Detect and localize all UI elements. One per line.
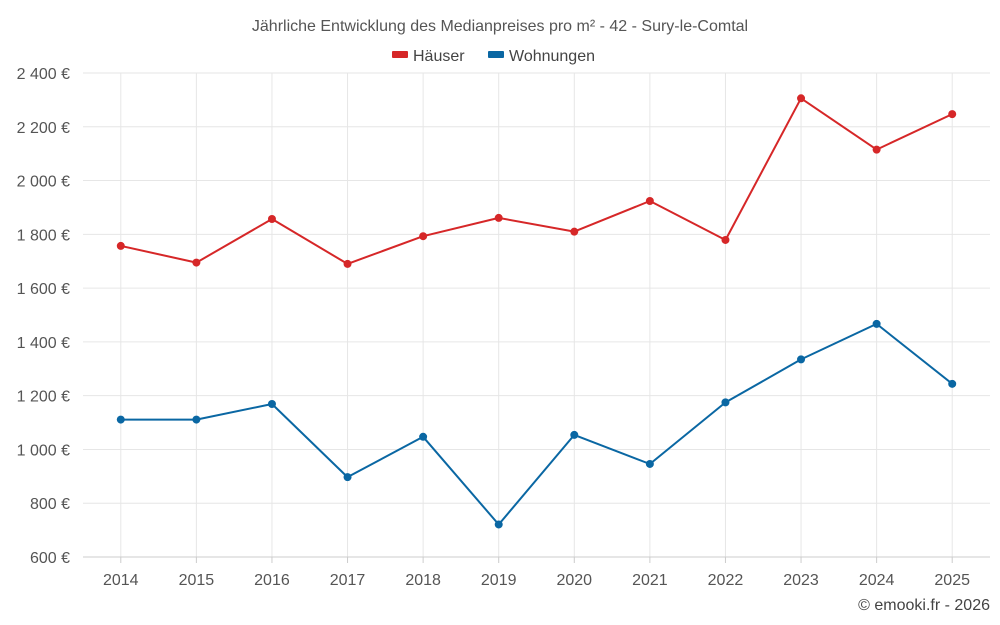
series-layer	[116, 94, 957, 529]
x-tick-label: 2023	[783, 572, 819, 589]
y-axis: 600 € 800 € 1 000 € 1 200 € 1 400 € 1 600 € 1 …	[17, 66, 70, 567]
data-point[interactable]	[721, 235, 730, 244]
x-tick-label: 2021	[632, 572, 668, 589]
y-tick-label: 1 400 €	[17, 335, 70, 352]
data-point[interactable]	[645, 459, 654, 468]
legend-item-label[interactable]: Wohnungen	[509, 48, 595, 65]
legend-swatch	[392, 51, 408, 58]
x-tick-label: 2014	[103, 572, 139, 589]
x-tick-label: 2018	[405, 572, 441, 589]
x-tick-label: 2019	[481, 572, 517, 589]
y-tick-label: 1 200 €	[17, 389, 70, 406]
x-tick-label: 2017	[330, 572, 366, 589]
x-tick-label: 2022	[708, 572, 744, 589]
y-tick-label: 1 600 €	[17, 281, 70, 298]
y-tick-label: 2 200 €	[17, 120, 70, 137]
data-point[interactable]	[948, 379, 957, 388]
data-point[interactable]	[570, 227, 579, 236]
legend: Häuser Wohnungen	[392, 48, 595, 65]
data-point[interactable]	[267, 215, 276, 224]
y-tick-label: 2 400 €	[17, 66, 70, 83]
grid	[83, 72, 990, 558]
data-point[interactable]	[872, 319, 881, 328]
series-line-wohnungen	[120, 322, 953, 526]
y-tick-label: 800 €	[30, 496, 70, 513]
data-point[interactable]	[645, 196, 654, 205]
data-point[interactable]	[192, 258, 201, 267]
data-point[interactable]	[948, 110, 957, 119]
x-tick-label: 2015	[179, 572, 215, 589]
y-tick-label: 600 €	[30, 550, 70, 567]
y-tick-label: 1 800 €	[17, 227, 70, 244]
y-tick-label: 2 000 €	[17, 174, 70, 191]
data-point[interactable]	[494, 520, 503, 529]
data-point[interactable]	[267, 400, 276, 409]
y-tick-label: 1 000 €	[17, 442, 70, 459]
data-point[interactable]	[116, 241, 125, 250]
x-axis: 2014 2015 2016 2017 2018 2019 2020 2021 2022 2023…	[83, 556, 990, 589]
data-point[interactable]	[570, 430, 579, 439]
legend-swatch	[488, 51, 504, 58]
x-tick-label: 2016	[254, 572, 290, 589]
chart-title: Jährliche Entwicklung des Medianpreises …	[252, 18, 748, 35]
data-point[interactable]	[343, 473, 352, 482]
data-point[interactable]	[116, 415, 125, 424]
data-point[interactable]	[494, 213, 503, 222]
legend-item-label[interactable]: Häuser	[413, 48, 465, 65]
data-point[interactable]	[419, 232, 428, 241]
data-point[interactable]	[872, 145, 881, 154]
data-point[interactable]	[419, 432, 428, 441]
x-tick-label: 2020	[556, 572, 592, 589]
series-line-haeuser	[120, 97, 953, 265]
x-tick-label: 2024	[859, 572, 895, 589]
data-point[interactable]	[797, 355, 806, 364]
x-tick-label: 2025	[934, 572, 970, 589]
data-point[interactable]	[797, 94, 806, 103]
credit: © emooki.fr - 2026	[858, 597, 990, 614]
data-point[interactable]	[343, 259, 352, 268]
data-point[interactable]	[721, 398, 730, 407]
data-point[interactable]	[192, 415, 201, 424]
